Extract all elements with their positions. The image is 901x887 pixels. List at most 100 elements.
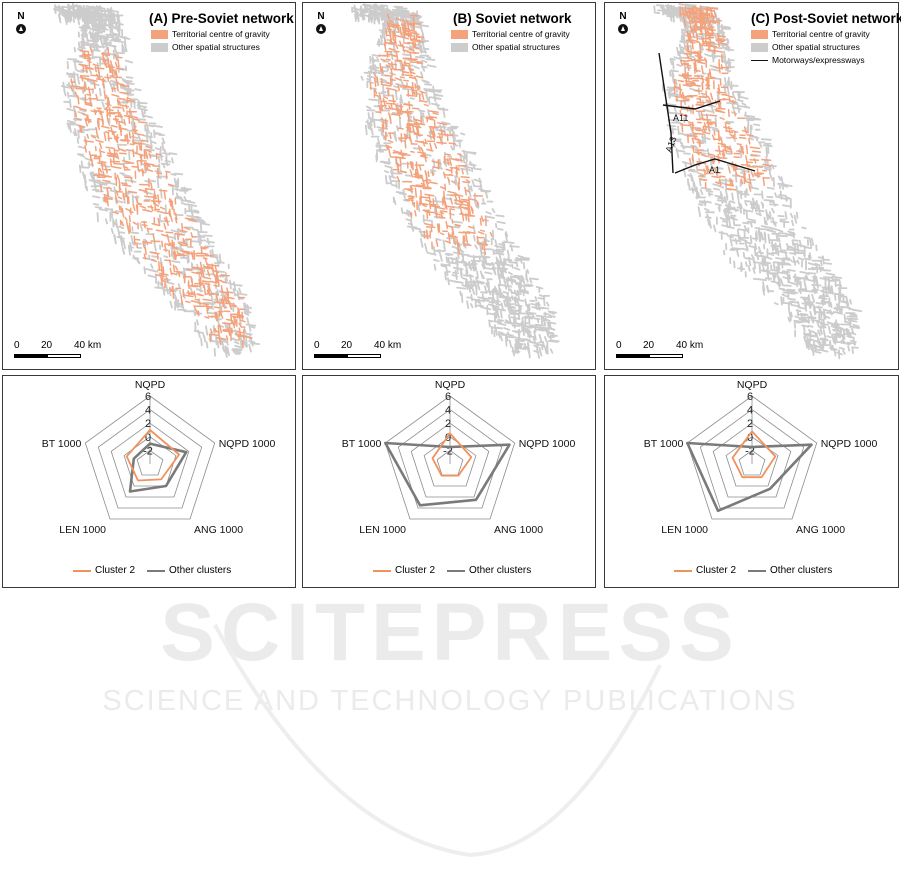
centre-road-segment: [416, 126, 420, 136]
centre-road-segment: [412, 51, 420, 54]
other-road-segment: [542, 327, 549, 331]
other-road-segment: [801, 318, 809, 322]
other-road-segment: [380, 16, 383, 22]
other-road-segment: [243, 302, 248, 308]
centre-road-segment: [390, 103, 393, 111]
centre-road-segment: [113, 69, 117, 76]
other-road-segment: [202, 234, 213, 237]
centre-road-segment: [184, 217, 195, 221]
centre-road-segment: [688, 123, 695, 127]
centre-road-segment: [717, 129, 720, 140]
centre-road-segment: [467, 213, 470, 223]
centre-road-segment: [207, 315, 214, 318]
other-road-segment: [410, 218, 413, 230]
other-road-segment: [491, 208, 496, 214]
centre-road-segment: [395, 44, 399, 50]
centre-road-segment: [153, 190, 156, 199]
centre-road-segment: [114, 195, 119, 204]
centre-road-segment: [105, 146, 115, 150]
centre-road-segment: [692, 6, 702, 10]
centre-road-segment: [481, 244, 484, 250]
other-road-segment: [246, 304, 250, 313]
other-road-segment: [433, 93, 440, 97]
centre-road-segment: [748, 173, 752, 184]
other-road-segment: [220, 339, 228, 343]
motorway-a1: [674, 158, 756, 174]
other-road-segment: [516, 297, 520, 306]
centre-road-segment: [128, 215, 131, 223]
centre-road-segment: [407, 119, 414, 122]
other-road-segment: [377, 137, 381, 146]
other-road-segment: [818, 265, 822, 273]
centre-road-segment: [222, 330, 232, 333]
other-road-segment: [808, 303, 812, 310]
other-road-segment: [505, 231, 509, 238]
other-road-segment: [666, 6, 670, 16]
other-road-segment: [435, 237, 442, 242]
other-road-segment: [818, 296, 828, 300]
other-road-segment: [826, 321, 834, 325]
centre-road-segment: [181, 222, 184, 233]
other-road-segment: [759, 231, 762, 241]
other-road-segment: [369, 12, 373, 22]
centre-road-segment: [737, 150, 744, 153]
other-road-segment: [763, 199, 774, 202]
radar-gridline: [423, 436, 477, 487]
centre-road-segment: [113, 148, 119, 152]
other-road-segment: [666, 88, 673, 92]
other-road-segment: [690, 173, 694, 181]
centre-road-segment: [389, 25, 399, 29]
centre-road-segment: [706, 29, 711, 35]
other-road-segment: [815, 348, 825, 352]
centre-road-segment: [400, 153, 411, 156]
centre-road-segment: [203, 305, 213, 308]
other-road-segment: [728, 217, 732, 229]
centre-road-segment: [453, 239, 456, 245]
other-road-segment: [754, 201, 759, 210]
centre-road-segment: [150, 204, 154, 212]
centre-road-segment: [684, 6, 687, 17]
centre-road-segment: [402, 18, 406, 25]
centre-road-segment: [673, 78, 676, 89]
other-road-segment: [547, 331, 555, 336]
radar-gridline: [686, 395, 818, 520]
other-road-segment: [163, 148, 167, 154]
centre-road-segment: [407, 67, 415, 71]
other-road-segment: [445, 253, 451, 257]
centre-road-segment: [127, 190, 138, 194]
other-road-segment: [697, 175, 706, 178]
centre-road-segment: [120, 182, 128, 185]
centre-road-segment: [163, 191, 167, 200]
centre-road-segment: [446, 176, 451, 182]
other-road-segment: [493, 252, 505, 256]
other-road-segment: [816, 337, 821, 347]
centre-road-segment: [723, 126, 733, 130]
other-road-segment: [485, 210, 492, 215]
centre-road-segment: [160, 275, 164, 286]
centre-road-segment: [447, 225, 453, 228]
centre-road-segment: [116, 174, 120, 180]
other-road-segment: [535, 314, 545, 318]
other-road-segment: [175, 246, 181, 250]
motorway-swatch: [751, 60, 768, 61]
other-road-segment: [672, 70, 679, 73]
centre-road-segment: [700, 75, 705, 84]
other-road-segment: [371, 10, 374, 17]
centre-road-segment: [444, 153, 451, 156]
centre-road-segment: [725, 130, 734, 134]
other-road-segment: [788, 252, 797, 255]
centre-road-segment: [731, 161, 735, 172]
centre-road-segment: [700, 65, 704, 74]
radar-gridline: [97, 409, 203, 509]
centre-road-segment: [705, 165, 709, 175]
centre-road-segment: [414, 83, 417, 89]
other-road-segment: [233, 283, 243, 287]
other-road-segment: [504, 263, 512, 267]
other-road-segment: [773, 261, 784, 265]
other-road-segment: [787, 292, 796, 295]
other-road-segment: [771, 207, 775, 214]
other-road-segment: [793, 214, 798, 224]
centre-road-segment: [711, 13, 715, 22]
other-road-segment: [399, 62, 403, 71]
centre-road-segment: [445, 220, 449, 229]
